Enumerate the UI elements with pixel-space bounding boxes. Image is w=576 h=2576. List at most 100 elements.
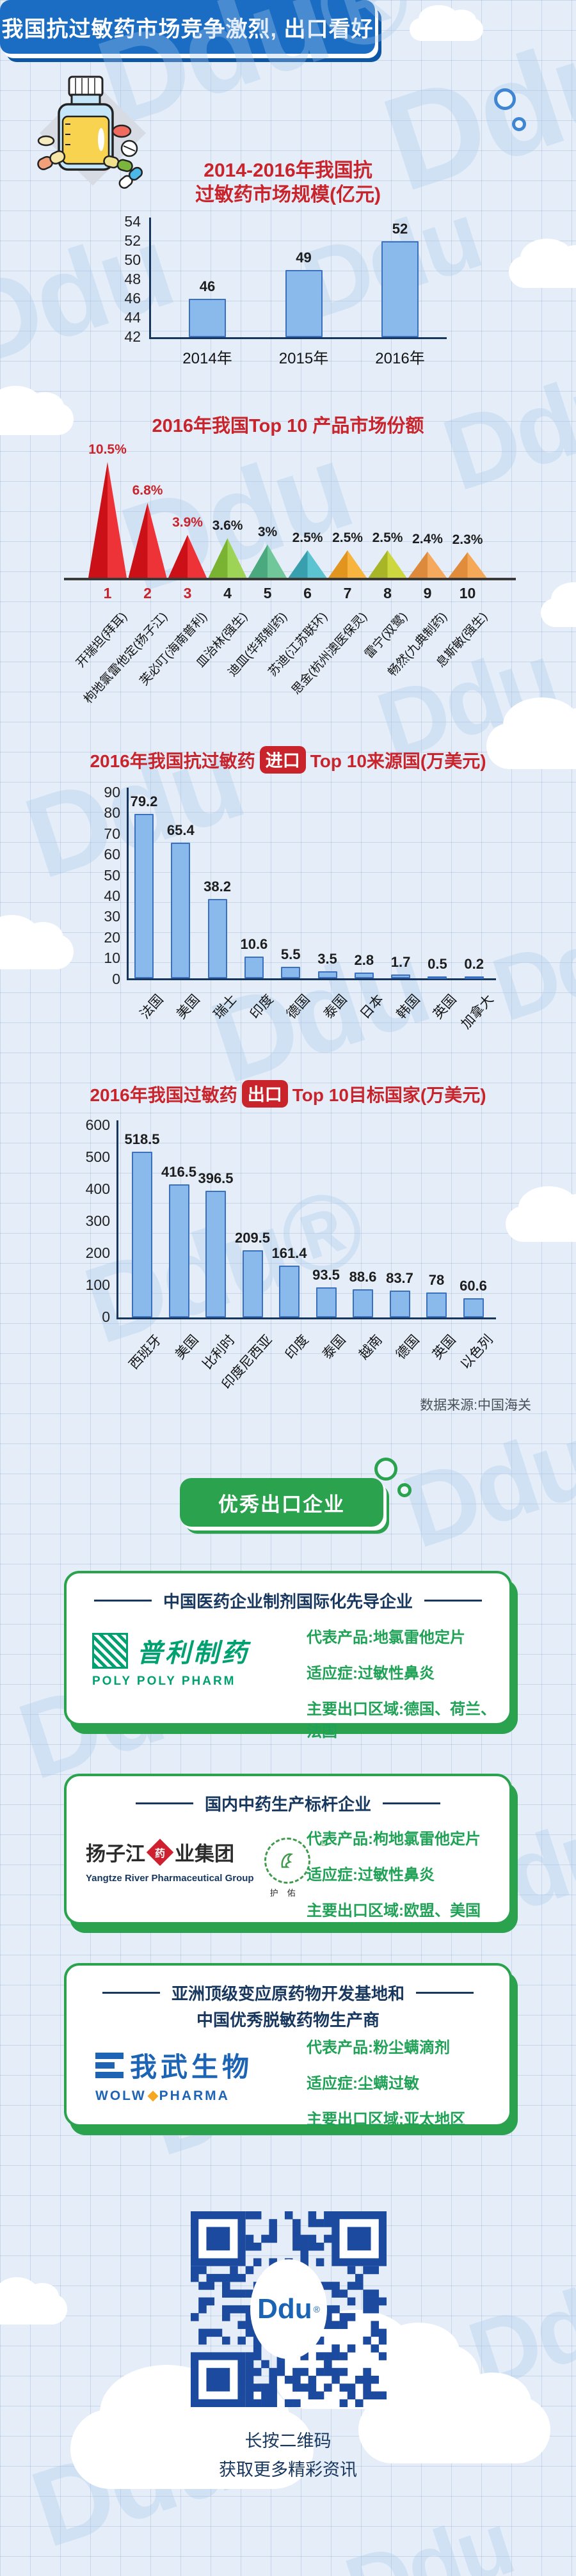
category-label: 日本 [357,992,387,1022]
bar [132,1152,152,1317]
export-badge: 出口 [241,1080,288,1108]
triangle-peak [288,550,327,578]
chart1-title: 2014-2016年我国抗 过敏药市场规模(亿元) [195,160,381,205]
company1-title-row: 中国医药企业制剂国际化先导企业 [67,1589,509,1612]
y-axis-tick: 300 [85,1212,110,1229]
bar-value-label: 2.8 [354,952,374,968]
excellent-exporters-badge: 优秀出口企业 [180,1478,383,1527]
rank-number: 3 [183,585,192,601]
import-badge: 进口 [259,746,306,774]
triangle-peak [448,552,487,578]
bar-value-label: 78 [428,1272,445,1288]
bar [189,299,226,337]
bar-value-label: 416.5 [161,1164,197,1180]
medicine-bottle-illustration [37,76,146,189]
company3-title-row: 亚洲顶级变应原药物开发基地和 [67,1981,509,2005]
bar [134,814,154,978]
orange-diamond-icon [147,2090,159,2102]
bar-value-label: 1.7 [390,954,411,970]
y-axis-line [149,218,151,337]
category-label: 2016年 [375,350,425,367]
company1-details: 代表产品:地氯雷他定片 适应症:过敏性鼻炎 主要出口区域:德国、荷兰、法国 [307,1625,509,1741]
circle-decoration [397,1483,412,1497]
yangtze-logo-cn-post: 业集团 [175,1843,234,1865]
bar [205,1191,226,1317]
triangle-value-label: 2.5% [292,530,323,545]
circle-decoration [374,1458,397,1481]
category-label: 德国 [393,1332,422,1362]
y-axis-tick: 100 [85,1276,110,1293]
bar-value-label: 209.5 [234,1230,271,1246]
y-axis-tick: 200 [85,1244,110,1261]
y-axis-tick: 50 [124,251,141,268]
qr-center-logo: Ddu ® [250,2259,327,2359]
y-axis-tick: 54 [124,213,141,230]
footer-line2: 获取更多精彩资讯 [219,2460,357,2479]
triangle-value-label: 2.3% [452,532,483,547]
triangle-value-label: 3.6% [212,518,243,533]
poly-pharm-logo-cn: 普利制药 [137,1639,250,1667]
category-label: 英国 [429,1332,459,1362]
y-axis-tick: 20 [104,928,120,946]
bar [353,1289,373,1317]
category-label: 印度 [282,1332,312,1362]
category-label: 美国 [173,992,204,1022]
rank-number: 5 [263,585,272,601]
dash-decoration [135,1802,193,1804]
company3-details: 代表产品:粉尘螨滴剂 适应症:尘螨过敏 主要出口区域:亚太地区 [307,2035,465,2129]
triangle-value-label: 10.5% [88,442,127,457]
bar-value-label: 79.2 [130,793,158,809]
import-sources-bar-chart: 90 80 70 60 50 40 30 20 10 0 79.2 法国 65.4 美国 38.2 瑞士 10.… [0,784,576,1065]
category-label: 加拿大 [458,992,497,1032]
circle-decoration [494,88,516,110]
rank-number: 8 [383,585,392,601]
y-axis-tick: 80 [104,804,120,822]
wolwo-pharma-logo: 我武生物 WOLW PHARMA [95,2046,253,2104]
y-axis-tick: 500 [85,1149,110,1165]
triangle-peak [328,550,367,578]
qr-code: Ddu ® [191,2211,387,2408]
main-title-banner: 我国抗过敏药市场竞争激烈, 出口看好 [0,0,375,54]
cloud-decoration [486,697,576,769]
category-label: 法国 [137,992,166,1022]
company2-details: 代表产品:枸地氯雷他定片 适应症:过敏性鼻炎 主要出口区域:欧盟、美国 [307,1826,481,1920]
y-axis-tick: 0 [112,970,120,987]
y-axis-tick: 90 [104,784,120,800]
rank-number: 2 [143,585,152,601]
company2-title-row: 国内中药生产标杆企业 [67,1792,509,1815]
bar [426,1292,447,1317]
poly-pharm-logo-en: POLY POLY PHARM [92,1674,236,1688]
y-axis-tick: 70 [104,825,120,842]
category-label: 印度 [247,992,276,1022]
triangle-peak [168,535,207,578]
company2-indication: 适应症:过敏性鼻炎 [307,1866,435,1884]
bar [354,973,374,978]
yangtze-logo-diamond: 药 [146,1838,174,1866]
cloud-decoration [506,1186,576,1242]
cloud-decoration [0,914,74,969]
rank-number: 6 [303,585,312,601]
bar-value-label: 3.5 [317,951,337,967]
footer-line1: 长按二维码 [244,2431,332,2451]
y-axis-line [116,1120,118,1317]
company3-product: 代表产品:粉尘螨滴剂 [307,2039,450,2056]
y-axis-tick: 0 [102,1308,110,1325]
x-axis-line [149,337,447,339]
company-card-wolwo-pharma: 亚洲顶级变应原药物开发基地和 中国优秀脱敏药物生产商 我武生物 WOLW PHA… [64,1963,512,2129]
bar [317,971,337,978]
triangle-value-label: 2.5% [332,530,363,545]
triangle-peak [128,503,167,578]
ddu-watermark: Ddu [333,2492,524,2576]
y-axis-tick: 48 [124,271,141,287]
bar-value-label: 52 [392,221,408,237]
wolwo-logo-glyph [95,2052,124,2078]
category-label: 泰国 [319,1332,349,1362]
y-axis-tick: 40 [104,887,120,904]
bar [463,1298,484,1317]
company2-title: 国内中药生产标杆企业 [204,1795,371,1814]
category-label: 以色列 [458,1332,496,1372]
company1-title: 中国医药企业制剂国际化先导企业 [163,1592,413,1611]
bar-value-label: 93.5 [312,1267,340,1283]
bar [381,241,419,337]
y-axis-tick: 600 [85,1117,110,1133]
